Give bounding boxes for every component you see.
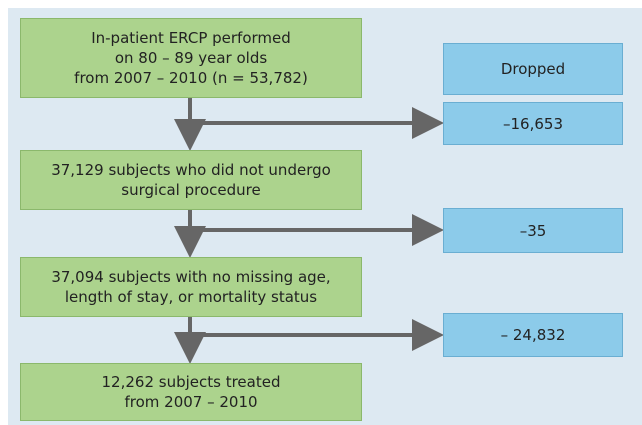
box-line: from 2007 – 2010 (n = 53,782) <box>74 69 308 87</box>
box-line: In-patient ERCP performed <box>91 29 291 47</box>
step-box: 37,094 subjects with no missing age, leng… <box>20 257 362 317</box>
step-box: In-patient ERCP performed on 80 – 89 year… <box>20 18 362 98</box>
step-box: 37,129 subjects who did not undergo surgi… <box>20 150 362 210</box>
box-line: from 2007 – 2010 <box>124 393 258 411</box>
box-line: 37,094 subjects with no missing age, <box>51 268 331 286</box>
box-line: 37,129 subjects who did not undergo <box>51 161 331 179</box>
box-line: length of stay, or mortality status <box>64 288 318 306</box>
box-line: surgical procedure <box>121 181 261 199</box>
box-line: on 80 – 89 year olds <box>114 49 268 67</box>
dropped-count: –16,653 <box>443 102 623 145</box>
step-box: 12,262 subjects treated from 2007 – 2010 <box>20 363 362 421</box>
box-line: 12,262 subjects treated <box>101 373 281 391</box>
dropped-count: –35 <box>443 208 623 253</box>
dropped-header: Dropped <box>443 43 623 95</box>
dropped-count: – 24,832 <box>443 313 623 357</box>
